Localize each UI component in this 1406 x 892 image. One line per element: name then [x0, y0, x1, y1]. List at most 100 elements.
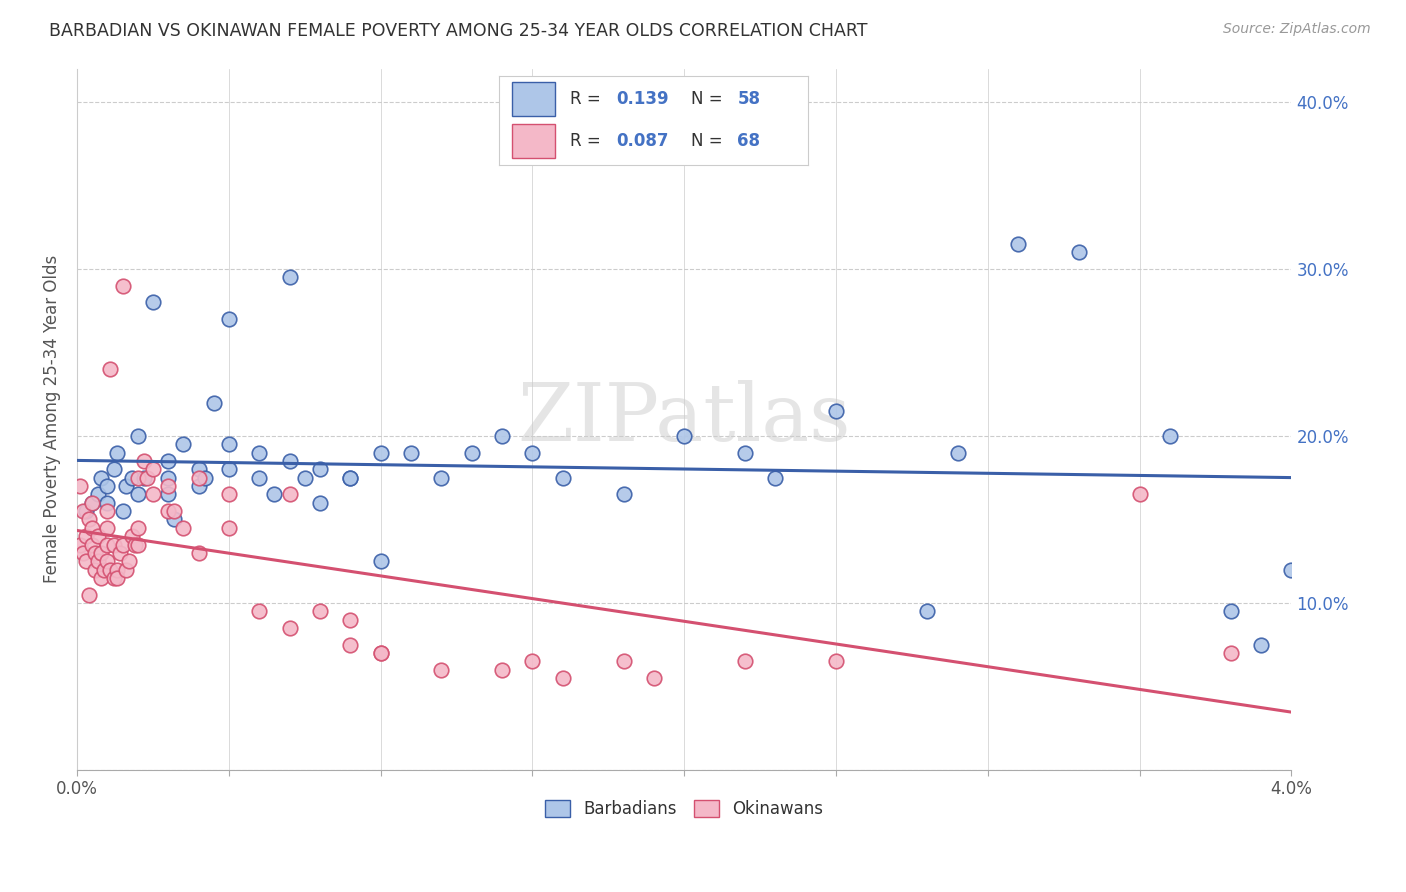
Point	[96, 504, 118, 518]
Text: 58: 58	[737, 90, 761, 108]
Point	[218, 437, 240, 451]
Point	[1159, 429, 1181, 443]
Point	[309, 462, 332, 476]
Point	[309, 496, 332, 510]
Point	[218, 487, 240, 501]
Point	[278, 621, 301, 635]
Point	[121, 529, 143, 543]
Point	[111, 537, 134, 551]
Point	[127, 429, 149, 443]
Point	[124, 537, 146, 551]
Point	[96, 521, 118, 535]
Point	[142, 462, 165, 476]
Text: 68: 68	[737, 132, 761, 150]
Point	[100, 362, 122, 376]
Point	[278, 270, 301, 285]
Point	[491, 429, 513, 443]
Point	[370, 554, 392, 568]
Legend: Barbadians, Okinawans: Barbadians, Okinawans	[538, 793, 830, 825]
Point	[111, 504, 134, 518]
Point	[157, 487, 180, 501]
Point	[157, 479, 180, 493]
Point	[87, 529, 110, 543]
Point	[108, 546, 131, 560]
Text: BARBADIAN VS OKINAWAN FEMALE POVERTY AMONG 25-34 YEAR OLDS CORRELATION CHART: BARBADIAN VS OKINAWAN FEMALE POVERTY AMO…	[49, 22, 868, 40]
Point	[247, 604, 270, 618]
Point	[132, 454, 155, 468]
Point	[339, 471, 361, 485]
Point	[763, 471, 786, 485]
Point	[370, 646, 392, 660]
Point	[218, 462, 240, 476]
Point	[278, 454, 301, 468]
Point	[77, 512, 100, 526]
Point	[118, 554, 141, 568]
Point	[82, 521, 104, 535]
Point	[142, 295, 165, 310]
Point	[103, 537, 125, 551]
Text: R =: R =	[571, 132, 606, 150]
Point	[100, 563, 122, 577]
Point	[87, 487, 110, 501]
Point	[399, 445, 422, 459]
Point	[75, 554, 97, 568]
Point	[114, 563, 136, 577]
Point	[114, 479, 136, 493]
Text: R =: R =	[571, 90, 606, 108]
Point	[127, 471, 149, 485]
Point	[90, 471, 112, 485]
Point	[461, 445, 484, 459]
Text: N =: N =	[690, 90, 728, 108]
Point	[90, 571, 112, 585]
Point	[202, 395, 225, 409]
Text: ZIPatlas: ZIPatlas	[517, 380, 851, 458]
Point	[194, 471, 217, 485]
Point	[522, 445, 544, 459]
Point	[121, 471, 143, 485]
Point	[172, 437, 194, 451]
Point	[187, 546, 209, 560]
Y-axis label: Female Poverty Among 25-34 Year Olds: Female Poverty Among 25-34 Year Olds	[44, 255, 60, 583]
Point	[734, 445, 756, 459]
Text: 0.087: 0.087	[617, 132, 669, 150]
Point	[218, 312, 240, 326]
Point	[1219, 646, 1241, 660]
Point	[643, 671, 665, 685]
Bar	[512, 124, 555, 158]
Point	[127, 521, 149, 535]
Point	[430, 663, 453, 677]
Point	[370, 646, 392, 660]
Point	[127, 537, 149, 551]
Point	[157, 454, 180, 468]
Point	[187, 479, 209, 493]
Point	[157, 471, 180, 485]
Point	[135, 471, 157, 485]
Point	[339, 613, 361, 627]
Point	[218, 521, 240, 535]
Text: Source: ZipAtlas.com: Source: ZipAtlas.com	[1223, 22, 1371, 37]
Point	[734, 655, 756, 669]
Point	[1281, 563, 1303, 577]
Point	[263, 487, 285, 501]
Point	[915, 604, 938, 618]
Point	[84, 546, 107, 560]
Point	[72, 504, 94, 518]
Point	[1250, 638, 1272, 652]
Point	[612, 655, 634, 669]
Text: N =: N =	[690, 132, 728, 150]
Point	[69, 537, 91, 551]
Point	[132, 471, 155, 485]
Point	[96, 537, 118, 551]
Point	[142, 487, 165, 501]
Point	[163, 512, 186, 526]
Point	[105, 571, 128, 585]
Point	[96, 554, 118, 568]
Point	[127, 487, 149, 501]
Point	[105, 445, 128, 459]
Point	[187, 462, 209, 476]
Point	[82, 537, 104, 551]
Point	[103, 571, 125, 585]
Point	[370, 445, 392, 459]
Text: 0.139: 0.139	[617, 90, 669, 108]
Point	[82, 496, 104, 510]
